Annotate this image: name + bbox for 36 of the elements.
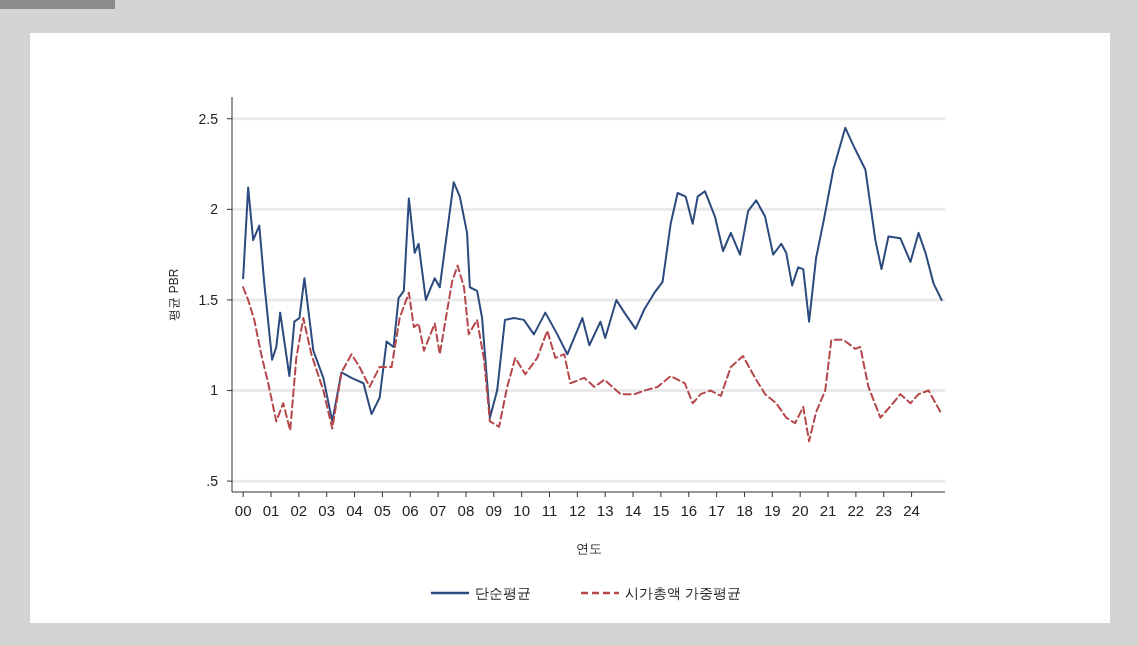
x-tick-label: 19	[763, 502, 781, 519]
y-axis-title: 평균 PBR	[167, 268, 181, 321]
x-tick-label: 10	[513, 502, 530, 519]
x-tick-label: 13	[596, 502, 614, 519]
x-tick-label: 17	[708, 502, 725, 519]
x-tick-label: 20	[791, 502, 809, 519]
x-tick-label: 05	[374, 502, 391, 519]
x-tick-label: 00	[234, 502, 252, 519]
x-tick-label: 12	[569, 502, 586, 519]
y-tick-label: 1.5	[198, 291, 219, 308]
y-tick-label: 2	[210, 201, 219, 218]
x-tick-label: 07	[429, 502, 447, 519]
y-tick-label: 1	[210, 382, 219, 399]
x-tick-label: 16	[680, 502, 698, 519]
x-tick-label: 03	[318, 502, 336, 519]
x-tick-label: 23	[875, 502, 893, 519]
x-tick-label: 18	[736, 502, 753, 519]
legend-label: 단순평균	[475, 584, 531, 601]
y-tick-label: .5	[206, 473, 219, 490]
x-axis-title: 연도	[575, 541, 602, 556]
x-tick-label: 11	[541, 502, 558, 519]
line-series	[242, 264, 943, 443]
x-tick-label: 08	[457, 502, 475, 519]
x-tick-label: 04	[346, 502, 363, 519]
x-tick-label: 02	[290, 502, 308, 519]
legend-label: 시가총액 가중평균	[625, 584, 741, 601]
x-tick-label: 21	[819, 502, 837, 519]
x-tick-label: 01	[262, 502, 280, 519]
x-tick-label: 14	[624, 502, 642, 519]
x-tick-label: 22	[847, 502, 865, 519]
x-tick-label: 24	[903, 502, 920, 519]
x-tick-label: 09	[485, 502, 503, 519]
y-tick-label: 2.5	[198, 110, 219, 127]
x-tick-label: 15	[652, 502, 670, 519]
line-series	[242, 126, 943, 423]
x-tick-label: 06	[401, 502, 419, 519]
